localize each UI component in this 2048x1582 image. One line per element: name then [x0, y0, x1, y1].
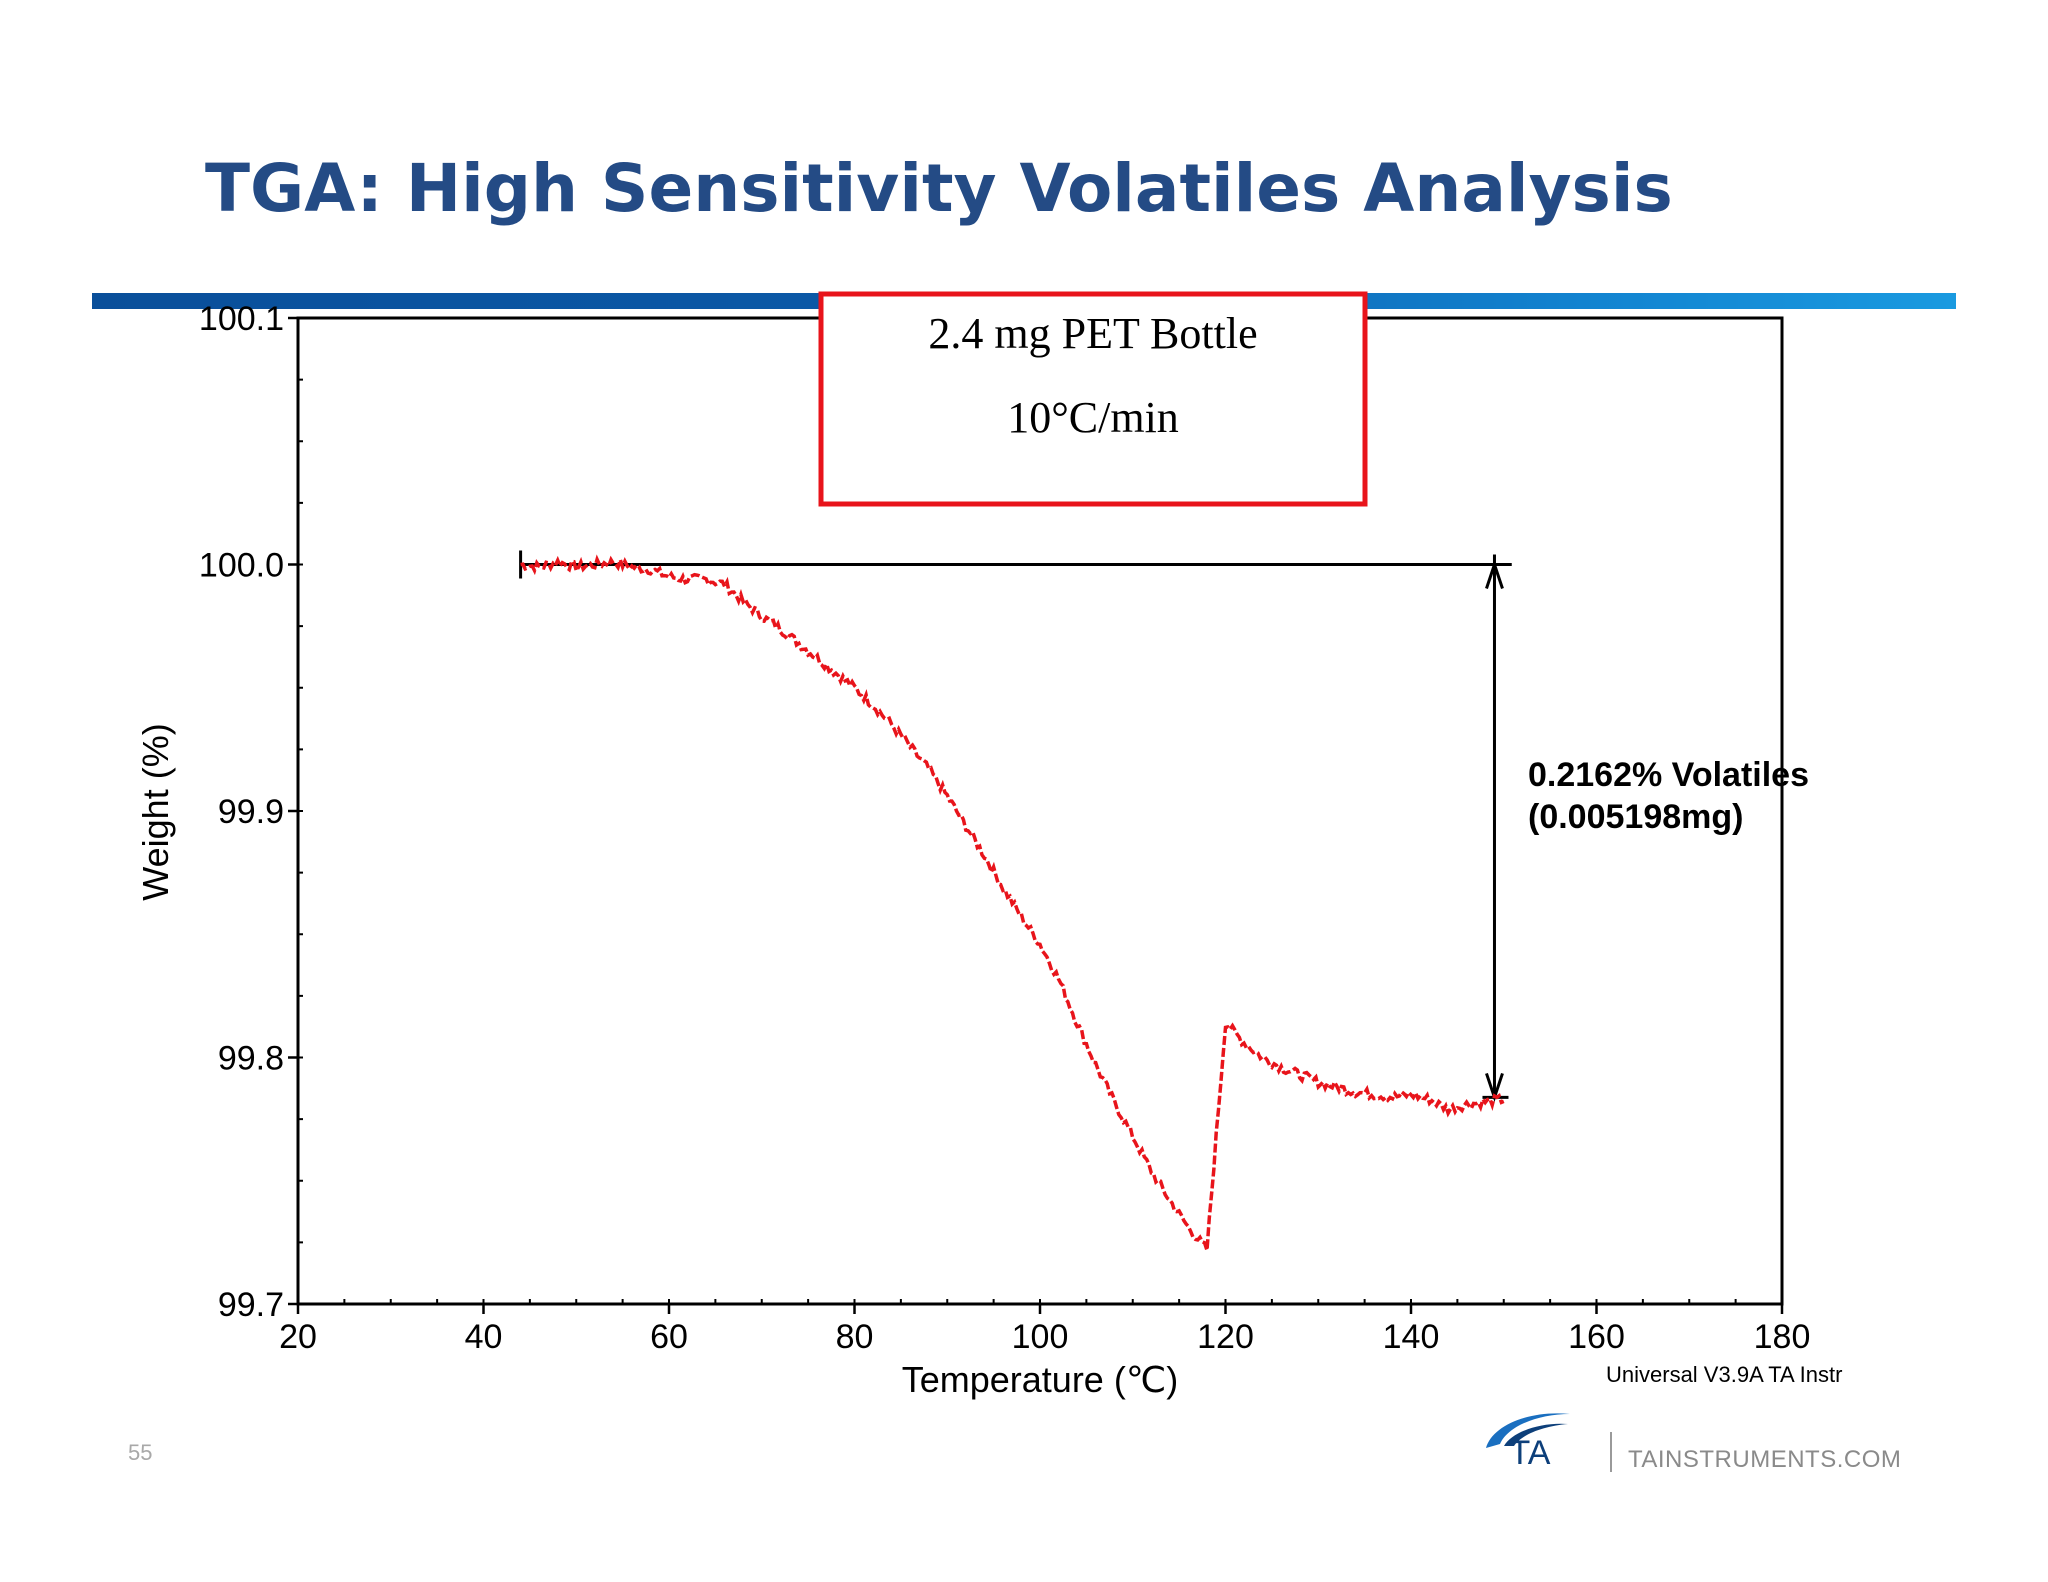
y-tick-label: 99.9 — [218, 793, 284, 831]
x-tick-labels: 20 40 60 80 100 120 140 160 180 — [279, 1318, 1810, 1356]
x-tick-label: 100 — [1012, 1318, 1069, 1356]
sample-info-line2: 10°C/min — [1007, 393, 1179, 442]
x-tick-label: 160 — [1568, 1318, 1625, 1356]
major-ticks — [288, 316, 1784, 1314]
y-tick-label: 99.8 — [218, 1040, 284, 1078]
x-tick-label: 140 — [1383, 1318, 1440, 1356]
y-tick-label: 99.7 — [218, 1286, 284, 1324]
slide-title: TGA: High Sensitivity Volatiles Analysis — [205, 150, 1673, 227]
step-arrow-up-icon — [1485, 559, 1504, 589]
y-axis-title: Weight (%) — [135, 723, 176, 900]
sample-info-box — [818, 291, 1368, 507]
x-tick-label: 80 — [836, 1318, 874, 1356]
step-annotation — [519, 550, 1512, 1103]
footer-url: TAINSTRUMENTS.COM — [1628, 1446, 1902, 1473]
step-annotation-line2: (0.005198mg) — [1528, 798, 1743, 836]
y-tick-labels: 99.7 99.8 99.9 100.0 100.1 — [199, 300, 284, 1324]
x-tick-label: 20 — [279, 1318, 317, 1356]
sample-info-line1: 2.4 mg PET Bottle — [928, 309, 1257, 358]
y-tick-label: 100.0 — [199, 547, 284, 585]
y-tick-label: 100.1 — [199, 300, 284, 338]
weight-curve — [520, 553, 1505, 1251]
software-label: Universal V3.9A TA Instr — [1606, 1362, 1842, 1387]
ta-logo: TA — [1486, 1413, 1570, 1472]
logo-swoosh-inner-icon — [1504, 1423, 1568, 1446]
x-axis-title: Temperature (℃) — [902, 1359, 1179, 1400]
step-annotation-line1: 0.2162% Volatiles — [1528, 756, 1809, 794]
logo-swoosh-icon — [1486, 1413, 1570, 1448]
minor-ticks — [297, 317, 1783, 1305]
series-layer — [520, 553, 1505, 1251]
x-tick-label: 60 — [650, 1318, 688, 1356]
slide-number: 55 — [128, 1440, 153, 1465]
x-tick-label: 180 — [1754, 1318, 1811, 1356]
x-tick-label: 120 — [1197, 1318, 1254, 1356]
logo-divider — [1610, 1432, 1612, 1472]
x-tick-label: 40 — [465, 1318, 503, 1356]
logo-text: TA — [1510, 1434, 1551, 1472]
